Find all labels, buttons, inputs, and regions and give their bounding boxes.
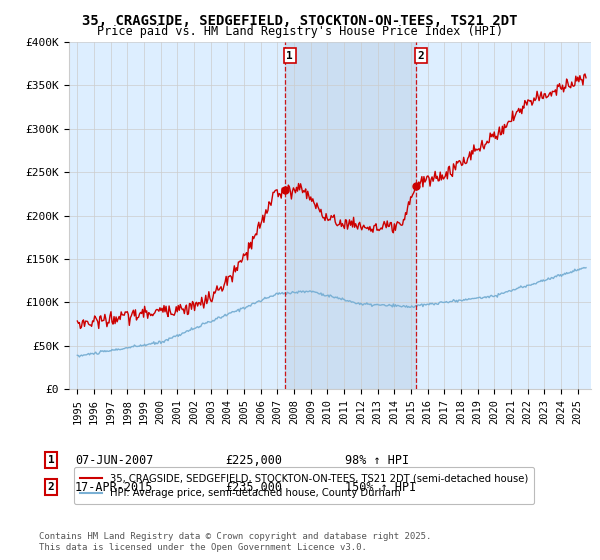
- Text: 1: 1: [286, 50, 293, 60]
- Text: £225,000: £225,000: [225, 454, 282, 467]
- Text: 07-JUN-2007: 07-JUN-2007: [75, 454, 154, 467]
- Text: 2: 2: [47, 482, 55, 492]
- Text: 17-APR-2015: 17-APR-2015: [75, 480, 154, 494]
- Text: Contains HM Land Registry data © Crown copyright and database right 2025.
This d: Contains HM Land Registry data © Crown c…: [39, 532, 431, 552]
- Text: 150% ↑ HPI: 150% ↑ HPI: [345, 480, 416, 494]
- Text: £235,000: £235,000: [225, 480, 282, 494]
- Text: 2: 2: [418, 50, 424, 60]
- Legend: 35, CRAGSIDE, SEDGEFIELD, STOCKTON-ON-TEES, TS21 2DT (semi-detached house), HPI:: 35, CRAGSIDE, SEDGEFIELD, STOCKTON-ON-TE…: [74, 467, 534, 504]
- Text: 35, CRAGSIDE, SEDGEFIELD, STOCKTON-ON-TEES, TS21 2DT: 35, CRAGSIDE, SEDGEFIELD, STOCKTON-ON-TE…: [82, 14, 518, 28]
- Text: Price paid vs. HM Land Registry's House Price Index (HPI): Price paid vs. HM Land Registry's House …: [97, 25, 503, 38]
- Text: 1: 1: [47, 455, 55, 465]
- Text: 98% ↑ HPI: 98% ↑ HPI: [345, 454, 409, 467]
- Bar: [285, 42, 416, 389]
